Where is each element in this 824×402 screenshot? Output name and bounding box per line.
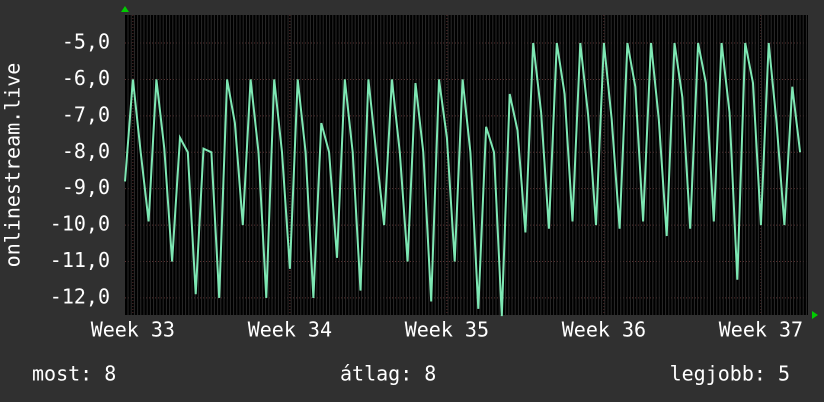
y-tick-label: -12,0 [50,284,110,308]
y-tick-label: -5,0 [62,30,110,54]
y-tick-label: -6,0 [62,66,110,90]
x-tick-label: Week 35 [405,318,489,342]
y-tick-label: -10,0 [50,212,110,236]
footer-current: most: 8 [32,362,116,386]
y-tick-label: -11,0 [50,248,110,272]
axis-arrow [812,311,818,319]
footer-average: átlag: 8 [340,362,436,386]
x-tick-label: Week 33 [91,318,175,342]
x-tick-label: Week 34 [248,318,332,342]
y-tick-label: -8,0 [62,139,110,163]
x-tick-label: Week 37 [719,318,803,342]
y-tick-label: -9,0 [62,175,110,199]
axis-arrow [121,6,129,12]
y-tick-label: -7,0 [62,102,110,126]
footer-best: legjobb: 5 [670,362,790,386]
y-axis-label: onlinestream.live [1,63,25,268]
line-series [124,42,802,317]
x-tick-label: Week 36 [562,318,646,342]
